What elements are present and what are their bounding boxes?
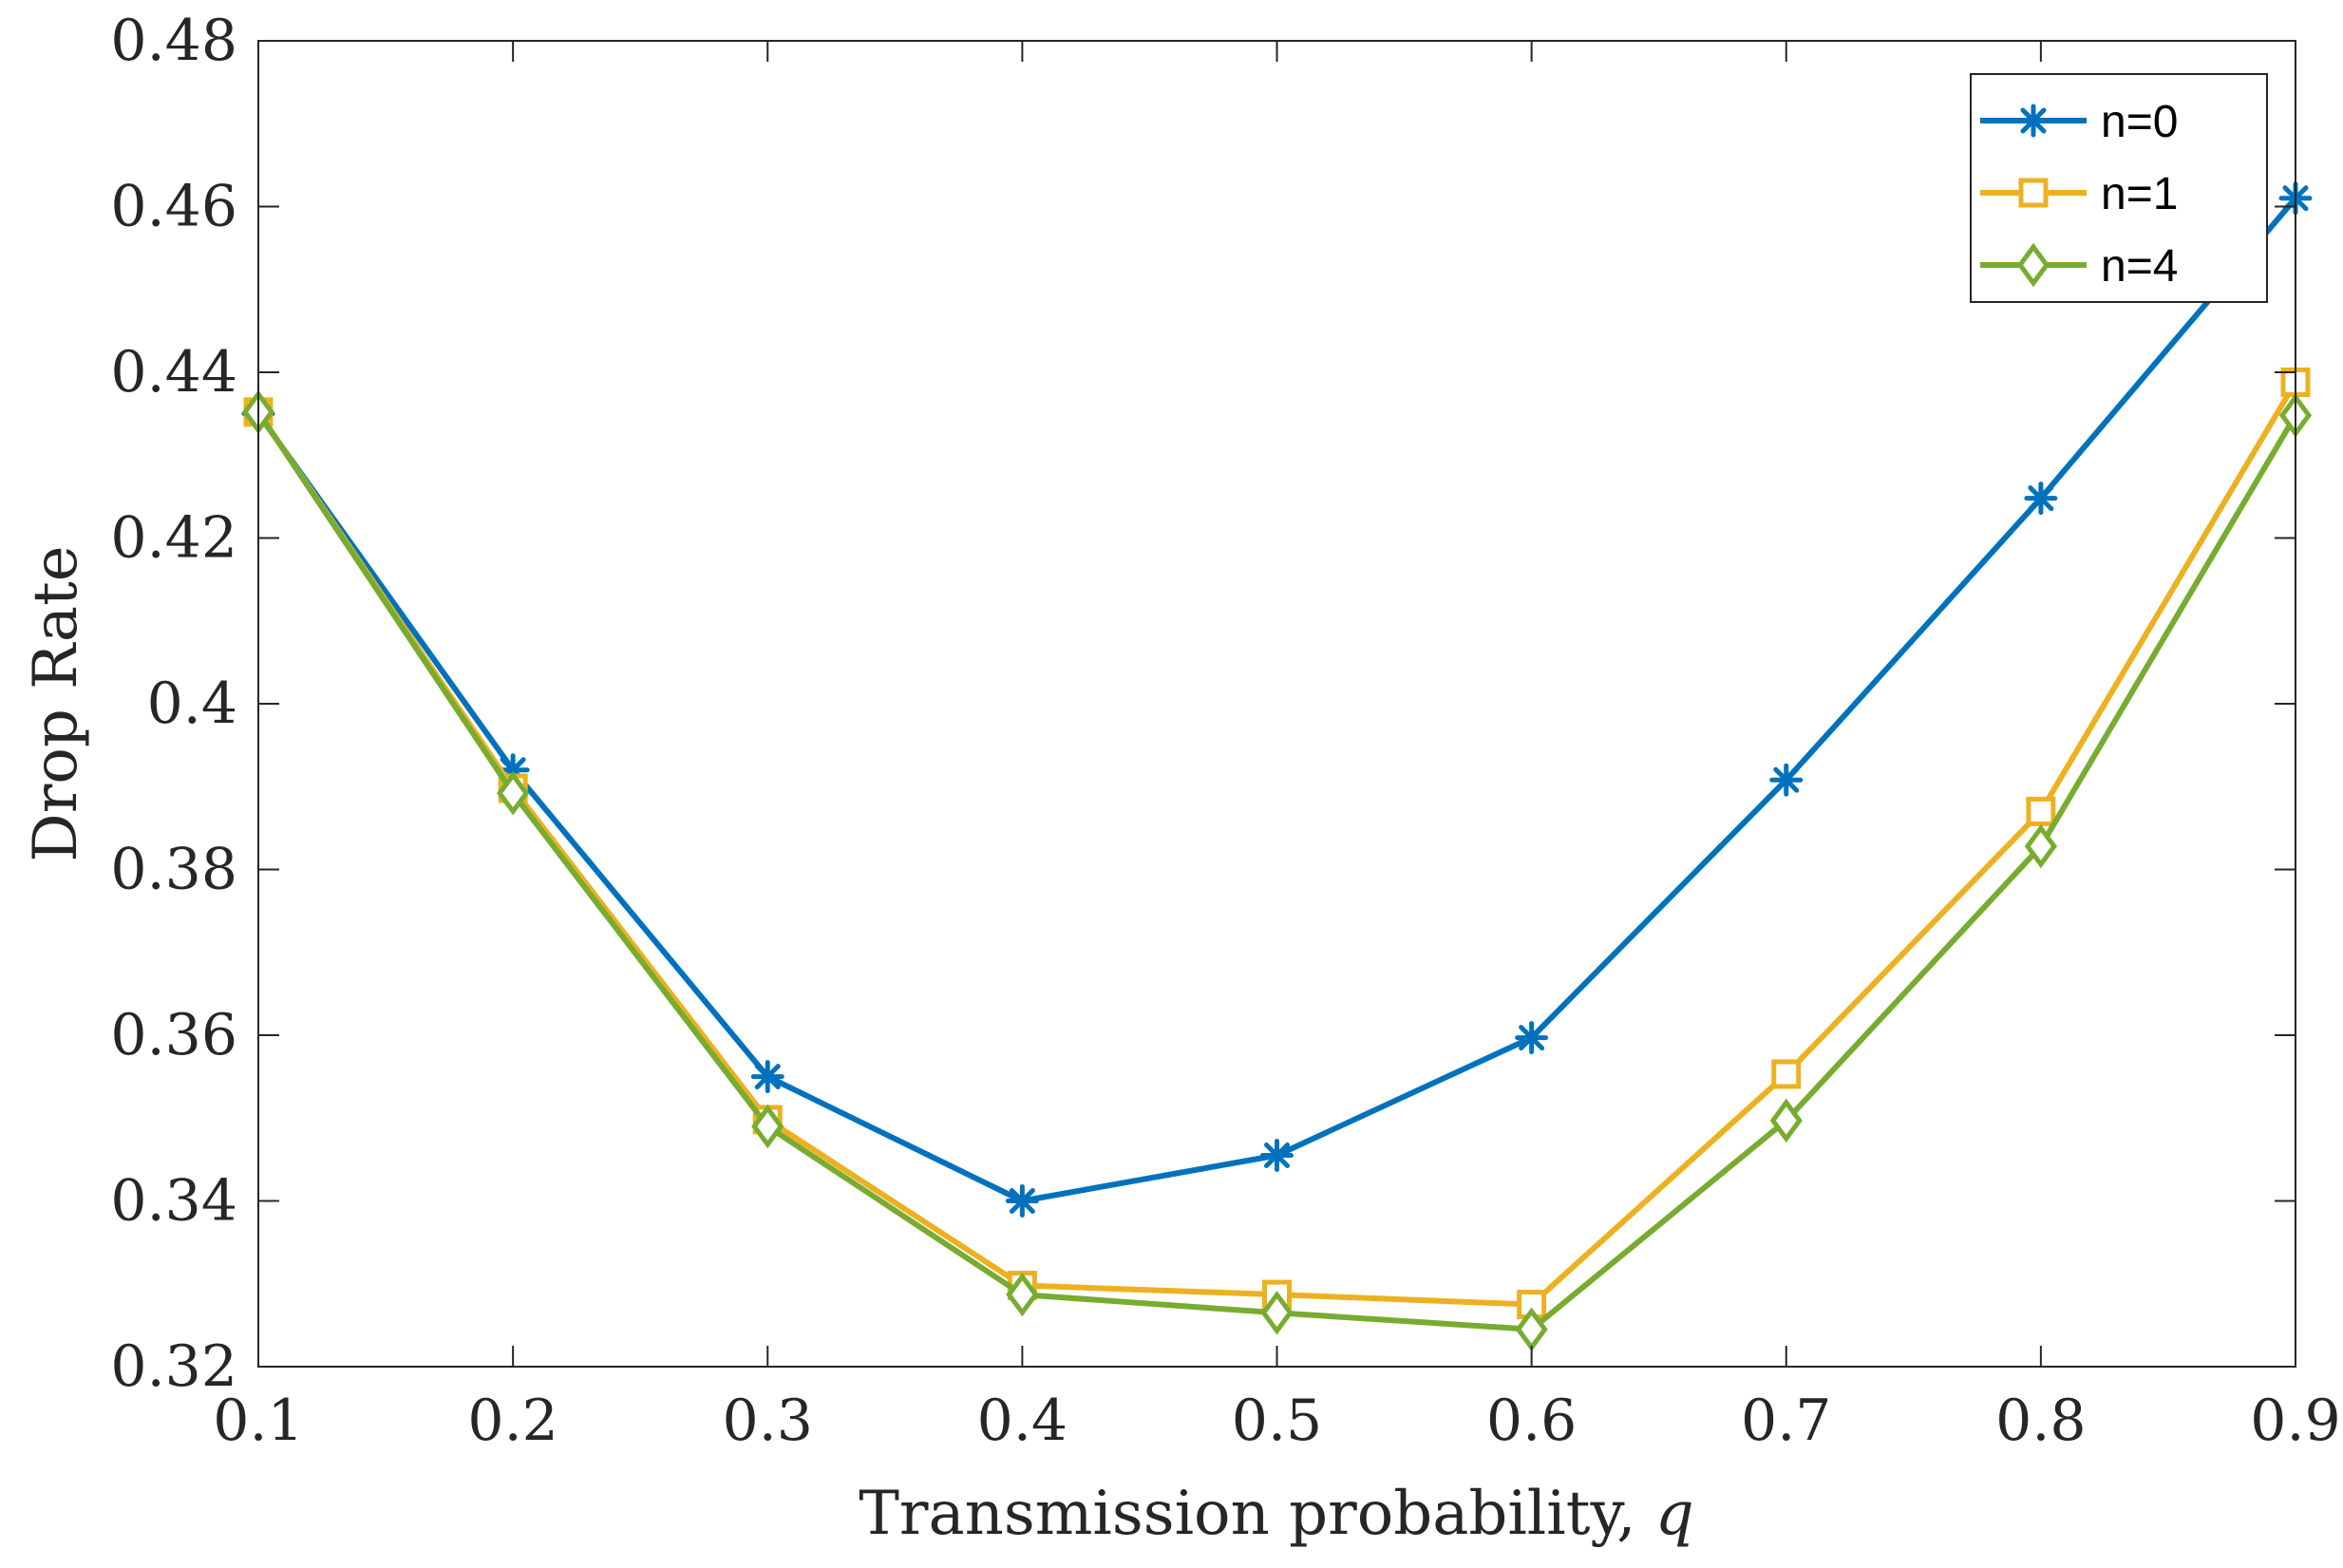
x-tick-label: 0.8	[1995, 1388, 2086, 1454]
y-tick-label: 0.44	[110, 339, 237, 406]
legend-label: n=4	[2101, 241, 2178, 292]
legend-item-n=0: n=0	[1980, 97, 2178, 147]
series-n=0	[241, 181, 2313, 1218]
x-tick-label: 0.4	[977, 1388, 1068, 1454]
data-point-n=4-0.5	[1260, 1291, 1294, 1335]
y-tick-label: 0.32	[110, 1333, 237, 1400]
data-point-n=4-0.2	[497, 771, 530, 816]
x-tick-label: 0.3	[723, 1388, 813, 1454]
x-tick-label: 0.2	[467, 1388, 557, 1454]
data-point-n=0-0.5	[1260, 1139, 1294, 1173]
x-axis-label: Transmission probability, q	[859, 1479, 1694, 1549]
legend-label: n=0	[2101, 97, 2178, 147]
legend-label: n=1	[2101, 169, 2178, 219]
data-point-n=4-0.3	[751, 1104, 784, 1149]
legend-item-n=4: n=4	[1980, 241, 2178, 292]
legend-marker	[2018, 178, 2049, 208]
legend-marker	[2016, 104, 2050, 138]
data-point-n=4-0.4	[1006, 1272, 1039, 1317]
data-point-n=1-0.8	[2026, 796, 2056, 826]
data-point-n=0-0.3	[750, 1060, 784, 1094]
x-tick-label: 0.6	[1486, 1388, 1577, 1454]
x-tick-label: 0.5	[1232, 1388, 1322, 1454]
y-tick-label: 0.4	[147, 671, 237, 737]
data-point-n=0-0.4	[1005, 1184, 1039, 1218]
data-point-n=1-0.7	[1771, 1059, 1802, 1089]
data-point-n=4-0.7	[1769, 1098, 1803, 1143]
x-axis-label-variable: q	[1655, 1479, 1694, 1549]
y-tick-label: 0.46	[110, 174, 237, 240]
data-point-n=0-0.7	[1769, 763, 1804, 797]
data-point-n=0-0.2	[496, 753, 530, 787]
x-axis-label-text: Transmission probability,	[859, 1479, 1655, 1549]
data-point-n=0-0.6	[1515, 1021, 1549, 1055]
x-tick-label: 0.9	[2250, 1388, 2340, 1454]
data-point-n=0-0.8	[2024, 482, 2058, 516]
y-axis-label: Drop Rate	[21, 545, 91, 861]
y-tick-label: 0.34	[110, 1168, 237, 1235]
legend: n=0 n=1 n=4	[1970, 73, 2268, 303]
data-point-n=4-0.8	[2024, 823, 2057, 869]
x-tick-label: 0.7	[1741, 1388, 1831, 1454]
legend-marker	[2016, 242, 2050, 288]
x-tick-label: 0.1	[213, 1388, 303, 1454]
y-tick-label: 0.38	[110, 837, 237, 903]
y-tick-label: 0.48	[110, 8, 237, 74]
y-tick-label: 0.36	[110, 1002, 237, 1068]
legend-item-n=1: n=1	[1980, 169, 2178, 219]
y-tick-label: 0.42	[110, 505, 237, 572]
tick-layer: 0.1 0.2 0.3 0.4 0.5 0.6 0.7 0.8 0.9 0.32 0.34 0.36 0…	[110, 8, 2340, 1454]
